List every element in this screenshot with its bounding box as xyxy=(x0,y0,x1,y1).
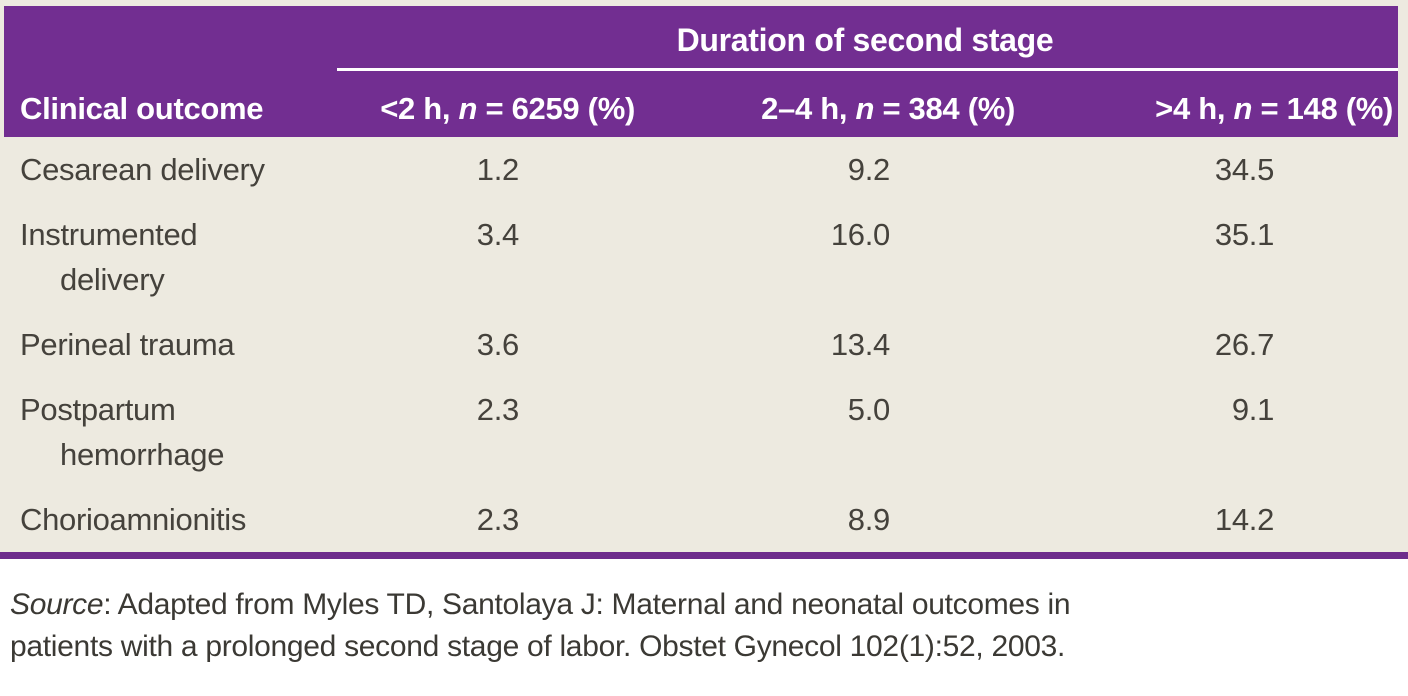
italic-n: n xyxy=(458,91,478,126)
value-cell: 14.2 xyxy=(1020,487,1399,552)
value-cell: 9.1 xyxy=(1020,377,1399,487)
outcome-label: Instrumented delivery xyxy=(4,202,337,312)
table-header: Duration of second stage Clinical outcom… xyxy=(4,6,1399,137)
outcome-line-1: Postpartum xyxy=(20,392,176,427)
header-text: <2 h, xyxy=(380,91,459,126)
value-cell: 2.3 xyxy=(337,377,640,487)
column-header-over-4h: >4 h, n = 148 (%) xyxy=(1020,69,1399,137)
column-header-clinical-outcome: Clinical outcome xyxy=(4,69,337,137)
italic-n: n xyxy=(1233,91,1253,126)
outcome-label: Chorioamnionitis xyxy=(4,487,337,552)
outcome-label: Cesarean delivery xyxy=(4,137,337,202)
table-row-cesarean-delivery: Cesarean delivery 1.2 9.2 34.5 xyxy=(4,137,1399,202)
clinical-outcomes-table-card: Duration of second stage Clinical outcom… xyxy=(0,0,1408,559)
value-cell: 2.3 xyxy=(337,487,640,552)
span-header-row: Duration of second stage xyxy=(4,6,1399,71)
source-citation: Source: Adapted from Myles TD, Santolaya… xyxy=(0,559,1408,668)
source-line-1: : Adapted from Myles TD, Santolaya J: Ma… xyxy=(103,588,1071,621)
column-header-row: Clinical outcome <2 h, n = 6259 (%) 2–4 … xyxy=(4,69,1399,137)
header-text: >4 h, xyxy=(1155,91,1234,126)
outcome-line-2: hemorrhage xyxy=(60,437,225,472)
value-cell: 16.0 xyxy=(640,202,1020,312)
value-cell: 1.2 xyxy=(337,137,640,202)
italic-n: n xyxy=(855,91,875,126)
source-label: Source xyxy=(10,588,104,621)
column-header-under-2h: <2 h, n = 6259 (%) xyxy=(337,69,640,137)
clinical-outcomes-table: Duration of second stage Clinical outcom… xyxy=(4,6,1399,552)
value-cell: 3.6 xyxy=(337,312,640,377)
value-cell: 13.4 xyxy=(640,312,1020,377)
value-cell: 3.4 xyxy=(337,202,640,312)
source-line-2: patients with a prolonged second stage o… xyxy=(10,630,1066,663)
value-cell: 8.9 xyxy=(640,487,1020,552)
value-cell: 9.2 xyxy=(640,137,1020,202)
table-row-postpartum-hemorrhage: Postpartum hemorrhage 2.3 5.0 9.1 xyxy=(4,377,1399,487)
outcome-line-1: Instrumented xyxy=(20,217,198,252)
value-cell: 26.7 xyxy=(1020,312,1399,377)
outcome-line-2: delivery xyxy=(60,262,165,297)
header-text: = 6259 (%) xyxy=(477,91,635,126)
table-row-instrumented-delivery: Instrumented delivery 3.4 16.0 35.1 xyxy=(4,202,1399,312)
header-text: = 384 (%) xyxy=(874,91,1015,126)
header-text: 2–4 h, xyxy=(761,91,856,126)
value-cell: 34.5 xyxy=(1020,137,1399,202)
header-text: = 148 (%) xyxy=(1252,91,1394,126)
value-cell: 35.1 xyxy=(1020,202,1399,312)
table-row-perineal-trauma: Perineal trauma 3.6 13.4 26.7 xyxy=(4,312,1399,377)
table-body: Cesarean delivery 1.2 9.2 34.5 Instrumen… xyxy=(4,137,1399,552)
header-corner-cell xyxy=(4,6,337,70)
value-cell: 5.0 xyxy=(640,377,1020,487)
duration-span-header: Duration of second stage xyxy=(337,6,1399,71)
outcome-label: Postpartum hemorrhage xyxy=(4,377,337,487)
table-row-chorioamnionitis: Chorioamnionitis 2.3 8.9 14.2 xyxy=(4,487,1399,552)
column-header-2-4h: 2–4 h, n = 384 (%) xyxy=(640,69,1020,137)
outcome-label: Perineal trauma xyxy=(4,312,337,377)
